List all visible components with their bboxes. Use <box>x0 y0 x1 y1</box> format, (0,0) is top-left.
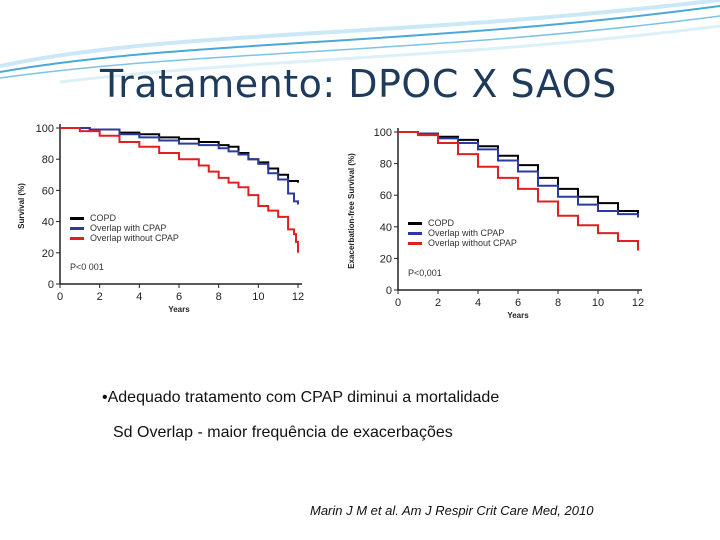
legend-label: Overlap with CPAP <box>90 223 166 233</box>
y-axis-title: Exacerbation-free Survival (%) <box>347 153 356 269</box>
legend-label: COPD <box>428 218 455 228</box>
series-line-overlap-with-cpap <box>398 131 639 218</box>
p-value-annotation: P<0,001 <box>408 268 442 278</box>
y-tick-label: 100 <box>36 123 54 135</box>
y-tick-label: 60 <box>42 185 54 197</box>
legend-label: Overlap without CPAP <box>428 238 517 248</box>
y-tick-label: 0 <box>48 279 54 291</box>
legend-swatch <box>70 237 84 240</box>
y-tick-label: 40 <box>380 222 392 234</box>
legend-swatch <box>408 222 422 225</box>
x-axis-title: Years <box>168 305 190 314</box>
x-tick-label: 2 <box>97 291 103 303</box>
slide-title: Tratamento: DPOC X SAOS <box>100 62 617 106</box>
x-tick-label: 12 <box>632 297 644 309</box>
exacerbation-chart: 0 20 40 60 80 100 0 2 4 6 8 10 12 Years Exacerbation-f… <box>347 127 644 320</box>
x-tick-label: 6 <box>176 291 182 303</box>
legend-swatch <box>408 242 422 245</box>
x-tick-label: 8 <box>555 297 561 309</box>
y-tick-label: 40 <box>42 217 54 229</box>
x-tick-label: 4 <box>136 291 142 303</box>
x-tick-label: 10 <box>252 291 264 303</box>
legend-swatch <box>408 232 422 235</box>
y-tick-label: 80 <box>42 154 54 166</box>
series-line-copd <box>60 127 299 183</box>
x-axis-title: Years <box>507 311 529 320</box>
legend-swatch <box>70 217 84 220</box>
legend-label: Overlap without CPAP <box>90 233 179 243</box>
legend-label: COPD <box>90 213 117 223</box>
series-line-copd <box>398 131 639 218</box>
series-line-overlap-with-cpap <box>60 127 299 205</box>
series-line-overlap-without-cpap <box>60 127 299 253</box>
y-axis-title: Survival (%) <box>17 183 26 229</box>
series-line-overlap-without-cpap <box>398 131 639 251</box>
y-tick-label: 100 <box>374 127 392 139</box>
p-value-annotation: P<0 001 <box>70 262 104 272</box>
wave-3 <box>0 0 720 68</box>
x-tick-label: 2 <box>435 297 441 309</box>
bullet-mortality: •Adequado tratamento com CPAP diminui a … <box>102 389 500 406</box>
x-tick-label: 12 <box>292 291 304 303</box>
legend-swatch <box>70 227 84 230</box>
x-tick-label: 10 <box>592 297 604 309</box>
x-tick-label: 4 <box>475 297 481 309</box>
y-tick-label: 80 <box>380 159 392 171</box>
x-tick-label: 0 <box>57 291 63 303</box>
legend-label: Overlap with CPAP <box>428 228 504 238</box>
y-tick-label: 20 <box>380 253 392 265</box>
citation: Marin J M et al. Am J Respir Crit Care M… <box>310 503 594 518</box>
wave-2 <box>0 15 720 79</box>
x-tick-label: 6 <box>515 297 521 309</box>
wave-1 <box>0 5 720 73</box>
y-tick-label: 60 <box>380 190 392 202</box>
y-tick-label: 0 <box>386 285 392 297</box>
x-tick-label: 8 <box>216 291 222 303</box>
survival-chart: 0 20 40 60 80 100 0 2 4 6 8 10 12 Years Survival (%) CO… <box>17 123 304 314</box>
x-tick-label: 0 <box>395 297 401 309</box>
header-wave-decoration <box>0 0 720 84</box>
wave-4 <box>59 24 720 84</box>
bullet-exacerbations: Sd Overlap - maior frequência de exacerb… <box>113 424 453 441</box>
y-tick-label: 20 <box>42 248 54 260</box>
